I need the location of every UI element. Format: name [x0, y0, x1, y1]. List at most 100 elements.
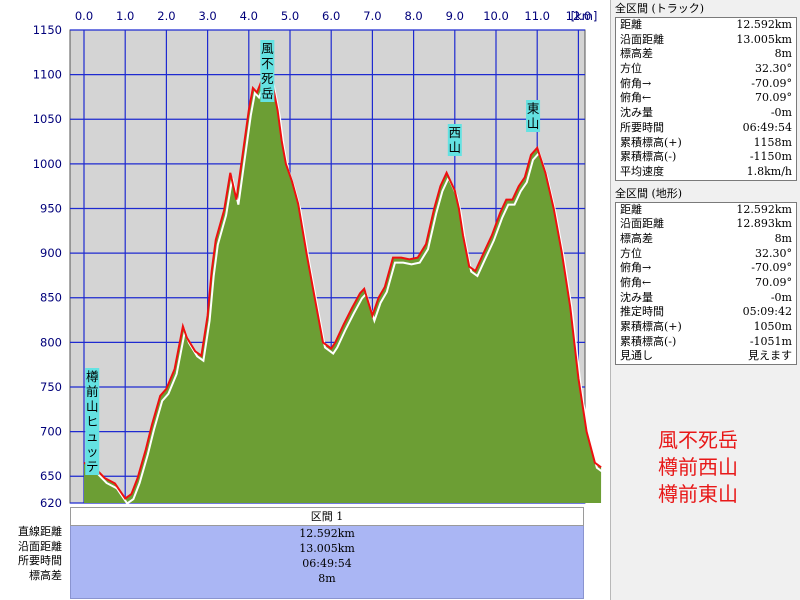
stat-label: 沈み量: [620, 290, 653, 304]
peak-label-char: 前: [86, 384, 99, 399]
terrain-area: [84, 79, 602, 503]
stat-label: 方位: [620, 62, 642, 76]
stat-value: 06:49:54: [742, 120, 792, 134]
terrain-row: 距離 12.592km: [616, 203, 796, 218]
x-axis: 0.0 1.0 2.0 3.0 4.0 5.0 6.0 7.0 8.0 9.0 10.0 11.0 12…: [75, 9, 591, 23]
peak-label-background: [526, 100, 541, 132]
stat-label: 俯角←: [620, 276, 652, 289]
legend-item-fuppushidake: 風不死岳: [658, 428, 738, 452]
peak-label-char: 山: [449, 140, 462, 155]
x-tick-label: 7.0: [363, 9, 381, 23]
section-summary[interactable]: 区間 1 12.592km 13.005km 06:49:54 8m: [70, 507, 584, 600]
series-layer: [83, 77, 604, 505]
stat-label: 推定時間: [620, 305, 664, 319]
y-axis: 1150 1100 1050 1000 950 900 850 800 750 700 650 620: [33, 23, 62, 510]
terrain-row: 標高差 8m: [616, 232, 796, 247]
y-tick-label: 800: [40, 335, 62, 349]
y-tick-label: 850: [40, 291, 62, 305]
terrain-row: 累積標高(-) -1051m: [616, 335, 796, 350]
track-row: 所要時間 06:49:54: [616, 121, 796, 136]
section-label-surface-distance: 沿面距離: [18, 539, 62, 553]
stat-value: 32.30°: [755, 62, 792, 76]
section-values: 12.592km 13.005km 06:49:54 8m: [70, 526, 584, 599]
section-title[interactable]: 区間 1: [70, 507, 584, 526]
stat-label: 標高差: [620, 47, 653, 61]
peak-label: 西山: [447, 124, 462, 156]
elevation-profile-chart[interactable]: 0.0 1.0 2.0 3.0 4.0 5.0 6.0 7.0 8.0 9.0 10.0 11.0 12…: [0, 0, 610, 600]
stat-label: 沿面距離: [620, 217, 664, 231]
stat-label: 見通し: [620, 349, 653, 363]
stat-value: 見えます: [748, 349, 792, 363]
x-tick-label: 10.0: [483, 9, 509, 23]
x-tick-label: 9.0: [446, 9, 464, 23]
stat-label: 方位: [620, 246, 642, 260]
stat-label: 所要時間: [620, 120, 664, 134]
peak-label-char: ッ: [86, 444, 99, 459]
stat-value: -0m: [770, 106, 792, 120]
peak-label-char: テ: [86, 459, 99, 474]
stat-label: 俯角→: [620, 261, 652, 275]
track-row: 沈み量 -0m: [616, 106, 796, 121]
track-line: [83, 77, 602, 500]
stat-label: 俯角←: [620, 91, 652, 105]
track-stats-table: 距離 12.592km 沿面距離 13.005km 標高差 8m 方位 32.30° 俯…: [615, 17, 797, 181]
track-row: 沿面距離 13.005km: [616, 33, 796, 48]
terrain-stats-header: 全区間 (地形): [615, 186, 683, 200]
x-axis-unit: [km]: [571, 9, 598, 23]
peak-label-char: 東: [527, 101, 540, 116]
section-value-elevation-diff: 8m: [318, 572, 336, 585]
peak-label-char: ュ: [86, 429, 99, 444]
peak-label-background: [85, 368, 100, 475]
legend-item-tarumae-nishiyama: 樽前西山: [658, 455, 738, 479]
x-tick-label: 2.0: [157, 9, 175, 23]
stat-value: 12.592km: [736, 18, 792, 31]
stat-label: 累積標高(-): [620, 334, 677, 348]
x-tick-label: 11.0: [524, 9, 550, 23]
stat-label: 沈み量: [620, 106, 653, 120]
peak-label-char: 岳: [261, 86, 274, 101]
track-row: 方位 32.30°: [616, 62, 796, 77]
stat-value: -1150m: [749, 150, 792, 164]
stat-label: 標高差: [620, 231, 653, 245]
stat-label: 沿面距離: [620, 32, 664, 46]
terrain-row: 推定時間 05:09:42: [616, 305, 796, 320]
y-tick-label: 700: [40, 425, 62, 439]
stat-label: 俯角→: [620, 76, 652, 90]
stat-value: -0m: [770, 290, 792, 304]
y-tick-label: 900: [40, 246, 62, 260]
track-row: 俯角← 70.09°: [616, 91, 796, 106]
y-tick-label: 1000: [33, 157, 62, 171]
x-tick-label: 3.0: [198, 9, 216, 23]
terrain-stats-table: 距離 12.592km 沿面距離 12.893km 標高差 8m 方位 32.30° 俯…: [615, 201, 797, 366]
terrain-row: 俯角→ -70.09°: [616, 261, 796, 276]
stat-value: -1051m: [749, 334, 792, 348]
stats-panel: 全区間 (トラック) 距離 12.592km 沿面距離 13.005km 標高差 8m…: [610, 0, 800, 600]
track-stats-header: 全区間 (トラック): [615, 2, 705, 15]
x-tick-label: 4.0: [240, 9, 258, 23]
terrain-row: 累積標高(+) 1050m: [616, 320, 796, 335]
y-tick-label: 650: [40, 469, 62, 483]
section-value-time: 06:49:54: [302, 557, 352, 570]
peak-label-background: [260, 40, 275, 102]
peak-label-char: 風: [261, 41, 274, 56]
y-tick-label: 750: [40, 380, 62, 394]
y-tick-label: 950: [40, 201, 62, 215]
x-tick-label: 0.0: [75, 9, 93, 23]
stat-value: 70.09°: [755, 276, 792, 289]
track-row: 累積標高(-) -1150m: [616, 150, 796, 165]
stat-value: 1158m: [753, 135, 792, 149]
peak-label-char: 死: [261, 71, 274, 86]
terrain-row: 沈み量 -0m: [616, 291, 796, 306]
track-row: 標高差 8m: [616, 47, 796, 62]
terrain-row: 見通し 見えます: [616, 349, 796, 364]
peak-label-char: 山: [86, 399, 99, 414]
track-row: 距離 12.592km: [616, 18, 796, 33]
x-tick-label: 6.0: [322, 9, 340, 23]
peak-label-char: 西: [449, 125, 462, 140]
stat-value: 70.09°: [755, 91, 792, 105]
stat-label: 累積標高(+): [620, 320, 682, 334]
stat-value: 13.005km: [736, 32, 792, 46]
section-label-straight-distance: 直線距離: [18, 525, 62, 538]
